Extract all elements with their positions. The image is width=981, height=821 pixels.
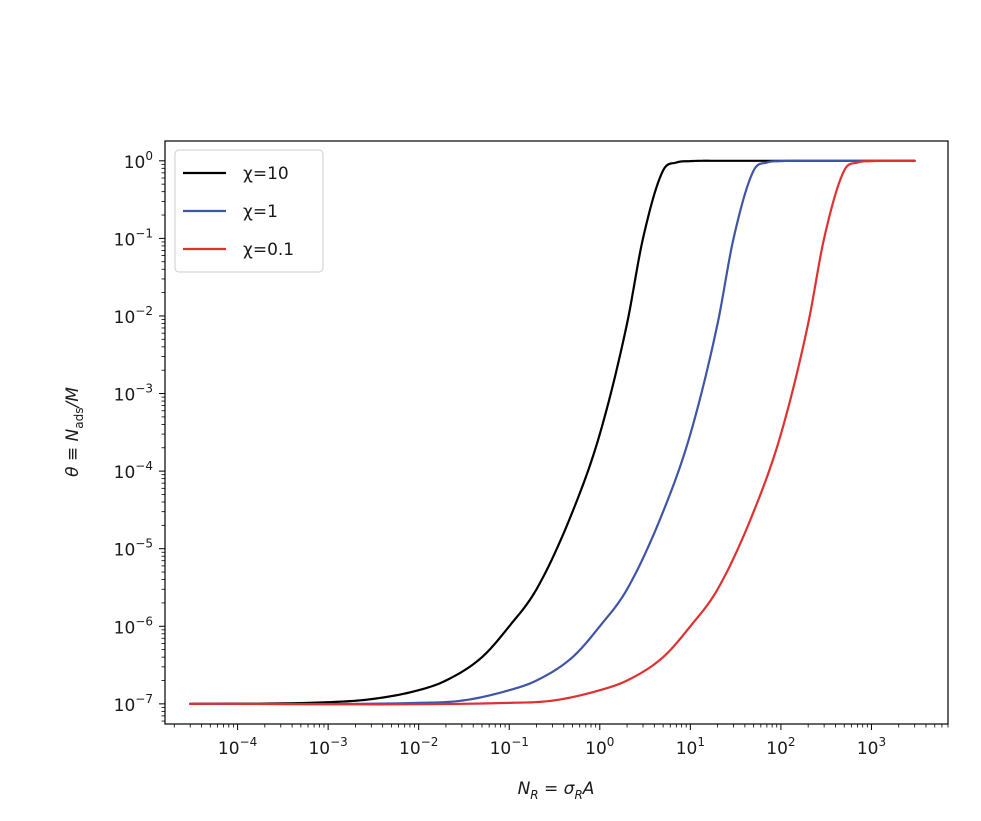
y-tick-label: 10−2	[114, 304, 153, 328]
y-axis-label: θ ≡ Nads/M	[63, 387, 86, 477]
series-line-0	[189, 159, 916, 705]
major-ticks	[159, 160, 872, 730]
legend-entries: χ=10 χ=1 χ=0.1	[183, 164, 294, 260]
plot-frame	[164, 140, 949, 725]
y-tick-label: 10−6	[114, 614, 153, 638]
y-tick-label: 10−3	[114, 382, 153, 406]
y-tick-label: 100	[124, 149, 153, 173]
x-tick-label: 10−3	[308, 735, 347, 759]
x-axis-label: NR = σRA	[518, 779, 595, 802]
series-lines	[189, 159, 916, 706]
legend: χ=10 χ=1 χ=0.1	[174, 149, 324, 273]
legend-label-0: χ=10	[243, 164, 289, 184]
x-tick-label: 103	[857, 735, 886, 759]
y-tick-label: 10−7	[114, 692, 153, 716]
legend-label-1: χ=1	[243, 202, 278, 222]
y-tick-label: 10−1	[114, 226, 153, 250]
legend-label-2: χ=0.1	[243, 240, 294, 260]
x-tick-label: 101	[676, 735, 705, 759]
x-tick-label: 10−4	[218, 735, 257, 759]
tick-labels: 10−4 10−3 10−2 10−1 100 101 102 103 100 10−1 10−2 1…	[114, 149, 886, 759]
x-tick-label: 10−2	[399, 735, 438, 759]
x-tick-label: 10−1	[490, 735, 529, 759]
legend-box	[174, 149, 324, 273]
x-tick-label: 102	[766, 735, 795, 759]
series-line-2	[189, 159, 916, 706]
y-tick-label: 10−5	[114, 537, 153, 561]
y-tick-label: 10−4	[114, 459, 153, 483]
x-tick-label: 100	[585, 735, 614, 759]
series-line-1	[189, 159, 916, 706]
